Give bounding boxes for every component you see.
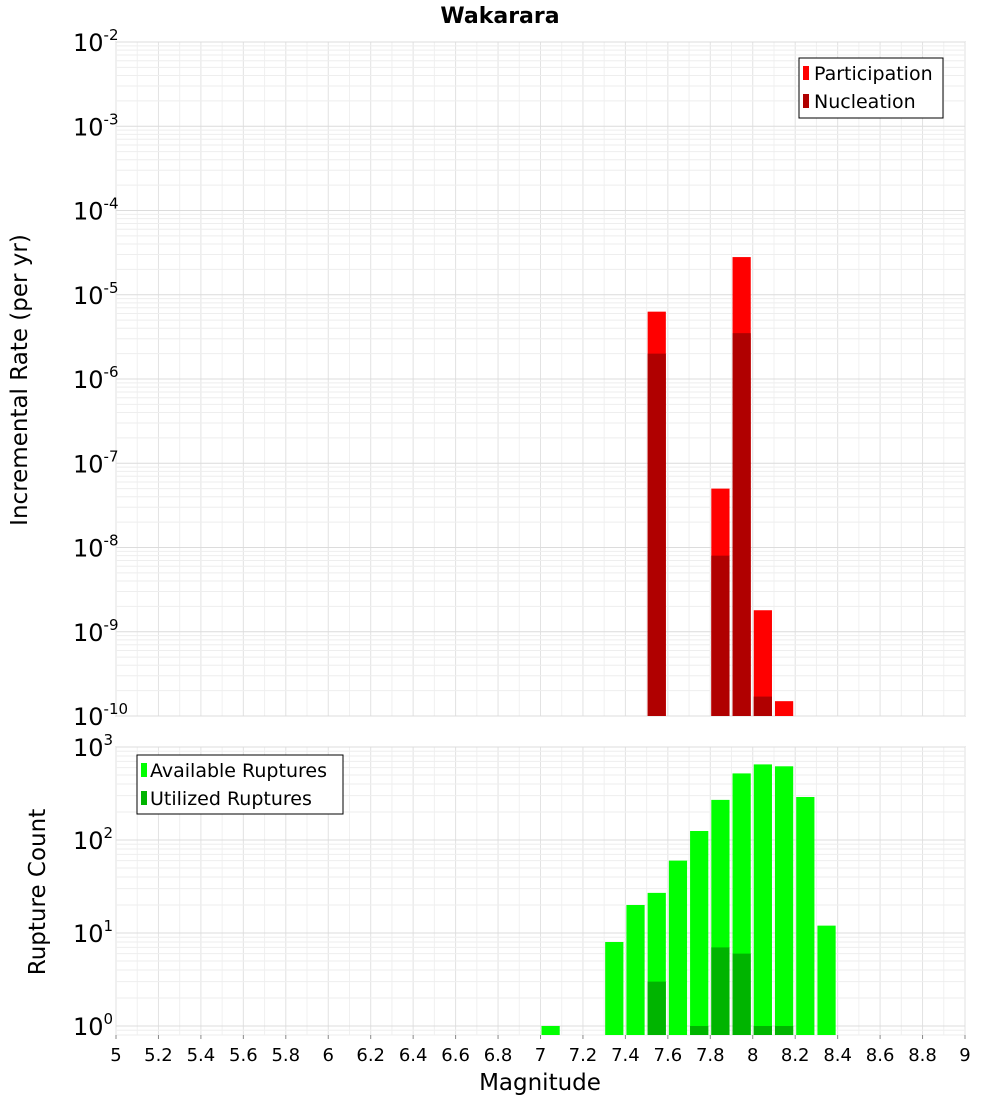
bar-nucleation	[732, 333, 751, 716]
y-tick-label: 103	[73, 731, 113, 762]
bar-utilized-ruptures	[647, 981, 666, 1035]
x-axis-label: Magnitude	[479, 1070, 601, 1096]
bar-utilized-ruptures	[711, 947, 730, 1035]
count-bars	[541, 764, 836, 1035]
nucleation-legend-label: Nucleation	[814, 91, 916, 113]
bar-nucleation	[711, 555, 730, 716]
bar-available-ruptures	[626, 904, 645, 1035]
rate-panel: 10-10 10-9 10-8 10-7 10-6 10-5 10-4 10-3 10-2 In…	[7, 26, 966, 731]
bar-available-ruptures	[541, 1025, 560, 1035]
y-tick-label: 100	[73, 1010, 113, 1041]
y-tick-label: 10-8	[73, 532, 119, 563]
bar-nucleation	[753, 696, 772, 716]
x-tick-label: 6.8	[484, 1045, 513, 1066]
bar-available-ruptures	[605, 942, 624, 1035]
y-tick-label: 10-2	[73, 26, 119, 57]
bar-available-ruptures	[668, 860, 688, 1035]
bar-participation	[753, 610, 772, 716]
bar-utilized-ruptures	[732, 953, 751, 1035]
x-tick-label: 5	[110, 1045, 121, 1066]
bar-utilized-ruptures	[690, 1025, 709, 1035]
rate-legend-box	[798, 57, 944, 119]
y-tick-label: 10-4	[73, 195, 119, 226]
x-tick-label: 5.8	[271, 1045, 300, 1066]
bar-available-ruptures	[817, 925, 836, 1035]
x-tick-label: 7.4	[611, 1045, 640, 1066]
x-tick-label: 5.4	[187, 1045, 216, 1066]
utilized-legend-swatch	[141, 791, 147, 805]
chart-title: Wakarara	[440, 4, 559, 29]
count-y-ticks: 100 101 102 103	[73, 731, 113, 1041]
participation-legend-label: Participation	[814, 63, 933, 85]
bar-utilized-ruptures	[753, 1025, 772, 1035]
y-tick-label: 10-9	[73, 616, 119, 647]
utilized-legend-label: Utilized Ruptures	[150, 788, 312, 810]
y-tick-label: 101	[73, 917, 113, 948]
x-tick-label: 7.6	[654, 1045, 683, 1066]
x-tick-label: 7.2	[569, 1045, 598, 1066]
x-tick-label: 8.8	[908, 1045, 937, 1066]
y-tick-label: 10-7	[73, 447, 119, 478]
bar-available-ruptures	[796, 796, 815, 1035]
x-tick-label: 8	[747, 1045, 758, 1066]
x-tick-label: 7.8	[696, 1045, 725, 1066]
x-tick-label: 8.4	[823, 1045, 852, 1066]
available-legend-swatch	[141, 763, 147, 777]
bar-available-ruptures	[774, 766, 794, 1035]
bar-participation	[774, 701, 794, 716]
nucleation-legend-swatch	[803, 94, 809, 108]
bar-available-ruptures	[690, 830, 709, 1035]
count-panel: 100 101 102 103 Rupture Count Available Rup…	[25, 731, 971, 1096]
y-tick-label: 102	[73, 824, 113, 855]
rate-bars	[647, 257, 794, 716]
rate-gridlines	[115, 41, 966, 717]
rate-y-axis-label: Incremental Rate (per yr)	[7, 234, 33, 526]
x-tick-label: 5.6	[229, 1045, 258, 1066]
x-tick-label: 6.2	[356, 1045, 385, 1066]
count-legend: Available Ruptures Utilized Ruptures	[136, 754, 344, 815]
bar-utilized-ruptures	[774, 1025, 794, 1035]
x-tick-label: 8.6	[866, 1045, 895, 1066]
count-y-axis-label: Rupture Count	[25, 809, 51, 975]
x-tick-label: 5.2	[144, 1045, 173, 1066]
available-legend-label: Available Ruptures	[150, 760, 327, 782]
bar-nucleation	[647, 353, 666, 716]
count-legend-box	[136, 754, 344, 815]
y-tick-label: 10-3	[73, 110, 119, 141]
x-tick-label: 7	[535, 1045, 546, 1066]
participation-legend-swatch	[803, 66, 809, 80]
y-tick-label: 10-6	[73, 363, 119, 394]
y-tick-label: 10-5	[73, 279, 119, 310]
bar-available-ruptures	[753, 764, 772, 1035]
y-tick-label: 10-10	[73, 700, 128, 731]
x-tick-label: 6.6	[441, 1045, 470, 1066]
rate-legend: Participation Nucleation	[798, 57, 944, 119]
x-tick-label: 9	[959, 1045, 970, 1066]
x-tick-labels: 5 5.2 5.4 5.6 5.8 6 6.2 6.4 6.6 6.8 7 7.2 7.4 7.6 7.8 8…	[110, 1035, 971, 1066]
x-tick-label: 6.4	[399, 1045, 428, 1066]
x-tick-label: 8.2	[781, 1045, 810, 1066]
x-tick-label: 6	[323, 1045, 334, 1066]
